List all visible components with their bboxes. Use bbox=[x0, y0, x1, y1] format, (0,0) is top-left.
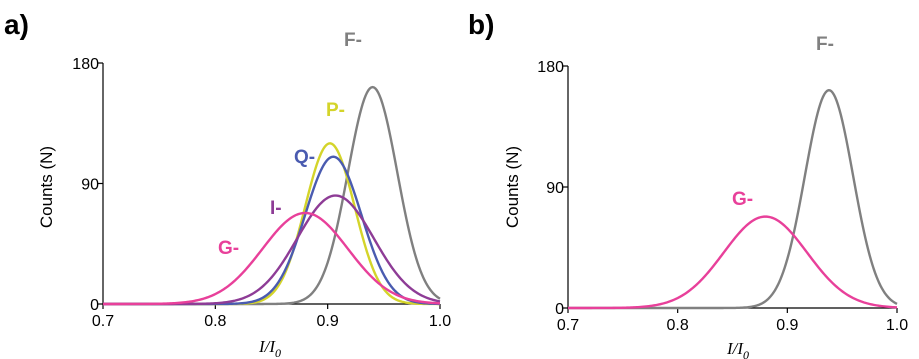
panel-a-y-tick-label: 90 bbox=[81, 177, 99, 194]
panel-b-label-g: G- bbox=[732, 189, 753, 210]
panel-a-label-g: G- bbox=[218, 238, 239, 259]
panel-a-curve-g bbox=[103, 211, 441, 306]
panel-b-y-tick-label: 0 bbox=[555, 301, 564, 318]
panel-a-label-i: I- bbox=[270, 198, 282, 219]
panel-b-curve-g bbox=[568, 215, 898, 310]
panel-b-x-tick-label: 0.7 bbox=[557, 317, 579, 334]
panel-b-x-tick-label: 1.0 bbox=[886, 317, 908, 334]
panel-a-x-axis-title: I/I0 bbox=[258, 337, 281, 359]
panel-b: b) Counts (N) 0.7 0.8 0.9 1.0 0 90 180 F- G- I/… bbox=[468, 9, 908, 359]
panel-a: a) Counts (N) 0.7 0.8 0.9 1.0 0 90 180 F- P- Q- I… bbox=[4, 9, 451, 359]
panel-a-label: a) bbox=[4, 9, 29, 40]
panel-a-curve-f bbox=[103, 85, 441, 306]
panel-a-curve-labels: F- P- Q- I- G- bbox=[218, 30, 362, 259]
panel-b-curve-labels: F- G- bbox=[732, 34, 834, 210]
panel-b-x-tick-label: 0.9 bbox=[776, 317, 798, 334]
panel-a-curve-p bbox=[103, 142, 440, 306]
panel-a-label-f: F- bbox=[344, 30, 362, 51]
panel-a-label-q: Q- bbox=[294, 147, 315, 168]
panel-b-curves bbox=[568, 89, 898, 310]
panel-a-x-tick-label: 0.8 bbox=[204, 313, 226, 330]
panel-a-y-tick-label: 180 bbox=[72, 56, 99, 73]
panel-b-axes: 0.7 0.8 0.9 1.0 0 90 180 bbox=[537, 59, 908, 334]
panel-b-y-tick-label: 90 bbox=[546, 180, 564, 197]
panel-b-label-f: F- bbox=[816, 34, 834, 55]
panel-a-curves bbox=[103, 85, 441, 306]
panel-b-x-tick-label: 0.8 bbox=[667, 317, 689, 334]
panel-a-x-tick-label: 0.9 bbox=[317, 313, 339, 330]
panel-a-label-p: P- bbox=[326, 100, 345, 121]
panel-a-y-axis-title: Counts (N) bbox=[37, 146, 56, 228]
panel-a-x-tick-label: 0.7 bbox=[92, 313, 114, 330]
panel-b-x-axis-title: I/I0 bbox=[726, 339, 749, 359]
panel-a-x-tick-label: 1.0 bbox=[429, 313, 451, 330]
panel-b-y-axis-title: Counts (N) bbox=[503, 146, 522, 228]
panel-a-y-tick-label: 0 bbox=[90, 297, 99, 314]
panel-b-y-tick-label: 180 bbox=[537, 59, 564, 76]
panel-a-curve-q bbox=[103, 155, 441, 306]
panel-a-axes: 0.7 0.8 0.9 1.0 0 90 180 bbox=[72, 56, 451, 330]
panel-b-label: b) bbox=[468, 9, 494, 40]
